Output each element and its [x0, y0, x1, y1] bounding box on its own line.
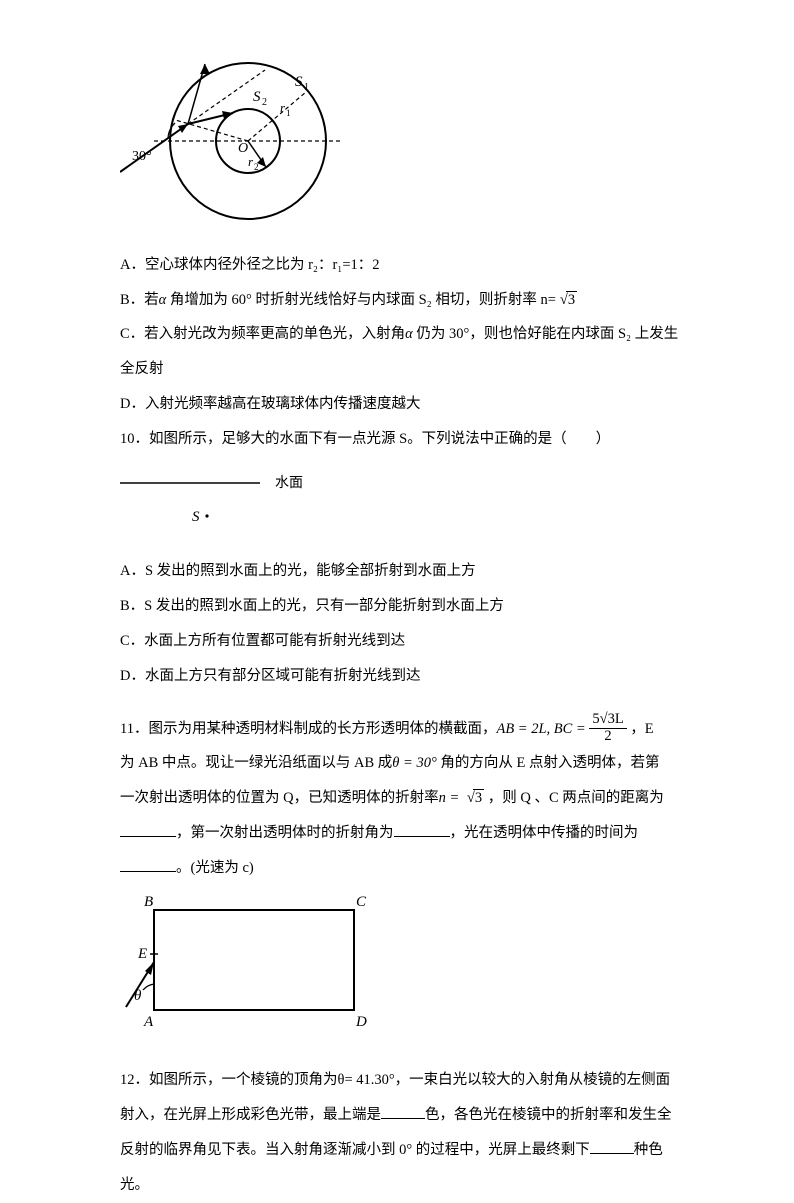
- text: ，则 Q 、C 两点间的距离为: [484, 790, 664, 806]
- eq: AB = 2L, BC =: [496, 721, 589, 737]
- blank-5: [590, 1138, 634, 1154]
- svg-text:S: S: [253, 89, 261, 105]
- text: 角增加为 60° 时折射光线恰好与内球面 S₂ 相切，则折射率 n=: [166, 292, 556, 308]
- svg-text:O: O: [238, 141, 248, 156]
- svg-text:1: 1: [286, 108, 291, 118]
- blank-4: [381, 1104, 425, 1120]
- fraction: 5√3L2: [589, 712, 626, 745]
- q10-stem: 10．如图所示，足够大的水面下有一点光源 S。下列说法中正确的是（ ）: [120, 422, 684, 457]
- q9-option-c: C．若入射光改为频率更高的单色光，入射角α 仍为 30°，则也恰好能在内球面 S…: [120, 317, 684, 387]
- svg-text:D: D: [355, 1014, 367, 1030]
- alpha: α: [405, 326, 413, 342]
- text: 角的方向从 E 点射入透明体，若第: [437, 755, 660, 771]
- sqrt-3: 3: [556, 283, 577, 318]
- text: 一次射出透明体的位置为 Q，已知透明体的折射率: [120, 790, 439, 806]
- q12-line2: 射入，在光屏上形成彩色光带，最上端是 色，各色光在棱镜中的折射率和发生全: [120, 1098, 684, 1133]
- q12-line3: 反射的临界角见下表。当入射角逐渐减小到 0° 的过程中，光屏上最终剩下种色光。: [120, 1133, 684, 1203]
- svg-text:S: S: [295, 74, 303, 90]
- q10-option-c: C．水面上方所有位置都可能有折射光线到达: [120, 624, 684, 659]
- text: C．若入射光改为频率更高的单色光，入射角: [120, 326, 405, 342]
- text: D．入射光频率越高在玻璃球体内传播速度越大: [120, 396, 420, 412]
- figure-spheres: 30° S 1 S 2 r 1 r 2 O: [120, 56, 684, 240]
- blank-2: [394, 821, 450, 837]
- text: 12．如图所示，一个棱镜的顶角为θ= 41.30°，一束白光以较大的入射角从棱镜…: [120, 1072, 670, 1088]
- text: 反射的临界角见下表。当入射角逐渐减小到 0° 的过程中，光屏上最终剩下: [120, 1142, 590, 1158]
- text: A．S 发出的照到水面上的光，能够全部折射到水面上方: [120, 563, 476, 579]
- svg-text:C: C: [356, 894, 367, 910]
- blank-1: [120, 821, 176, 837]
- q9-option-b: B．若α 角增加为 60° 时折射光线恰好与内球面 S₂ 相切，则折射率 n=3: [120, 283, 684, 318]
- sqrt-3b: 3: [463, 781, 484, 816]
- water-svg: 水面 S: [120, 463, 360, 533]
- text: A．空心球体内径外径之比为 r₂：r₁=1：2: [120, 257, 380, 273]
- text: 为 AB 中点。现让一绿光沿纸面以与 AB 成: [120, 755, 392, 771]
- text: ，E: [627, 721, 654, 737]
- svg-text:B: B: [144, 894, 153, 910]
- svg-text:2: 2: [254, 162, 259, 172]
- svg-text:θ: θ: [134, 988, 142, 1004]
- svg-text:S: S: [192, 509, 200, 525]
- spheres-svg: 30° S 1 S 2 r 1 r 2 O: [120, 56, 370, 226]
- text: ，光在透明体中传播的时间为: [450, 825, 639, 841]
- q11-line3: 一次射出透明体的位置为 Q，已知透明体的折射率n = 3 ，则 Q 、C 两点间…: [120, 781, 684, 816]
- text: B．S 发出的照到水面上的光，只有一部分能折射到水面上方: [120, 598, 504, 614]
- n: n =: [439, 790, 463, 806]
- theta: θ = 30°: [392, 755, 436, 771]
- text: 11．图示为用某种透明材料制成的长方形透明体的横截面，: [120, 721, 496, 737]
- text: D．水面上方只有部分区域可能有折射光线到达: [120, 668, 420, 684]
- text: ，第一次射出透明体时的折射角为: [176, 825, 394, 841]
- blank-3: [120, 856, 176, 872]
- text: 10．如图所示，足够大的水面下有一点光源 S。下列说法中正确的是（ ）: [120, 431, 610, 447]
- text: 色，各色光在棱镜中的折射率和发生全: [425, 1107, 672, 1123]
- q11-line5: 。(光速为 c): [120, 851, 684, 886]
- q11-line2: 为 AB 中点。现让一绿光沿纸面以与 AB 成θ = 30° 角的方向从 E 点…: [120, 746, 684, 781]
- q11-line4: ，第一次射出透明体时的折射角为 ，光在透明体中传播的时间为: [120, 816, 684, 851]
- svg-text:30°: 30°: [132, 149, 152, 164]
- text: 射入，在光屏上形成彩色光带，最上端是: [120, 1107, 381, 1123]
- figure-water: 水面 S: [120, 463, 684, 547]
- svg-text:E: E: [137, 946, 147, 962]
- text: B．若: [120, 292, 159, 308]
- svg-text:A: A: [143, 1014, 154, 1030]
- q9-option-d: D．入射光频率越高在玻璃球体内传播速度越大: [120, 387, 684, 422]
- q9-option-a: A．空心球体内径外径之比为 r₂：r₁=1：2: [120, 248, 684, 283]
- q10-option-b: B．S 发出的照到水面上的光，只有一部分能折射到水面上方: [120, 589, 684, 624]
- q10-option-d: D．水面上方只有部分区域可能有折射光线到达: [120, 659, 684, 694]
- q11-line1: 11．图示为用某种透明材料制成的长方形透明体的横截面，AB = 2L, BC =…: [120, 712, 684, 747]
- svg-text:1: 1: [304, 82, 309, 93]
- text: C．水面上方所有位置都可能有折射光线到达: [120, 633, 405, 649]
- water-label: 水面: [275, 475, 303, 491]
- q12-line1: 12．如图所示，一个棱镜的顶角为θ= 41.30°，一束白光以较大的入射角从棱镜…: [120, 1063, 684, 1098]
- spacer: [120, 694, 684, 712]
- text: 。(光速为 c): [176, 860, 254, 876]
- rect-svg: B C A D E θ: [120, 892, 380, 1042]
- figure-rectangle: B C A D E θ: [120, 892, 684, 1056]
- q10-option-a: A．S 发出的照到水面上的光，能够全部折射到水面上方: [120, 554, 684, 589]
- svg-text:2: 2: [262, 97, 267, 108]
